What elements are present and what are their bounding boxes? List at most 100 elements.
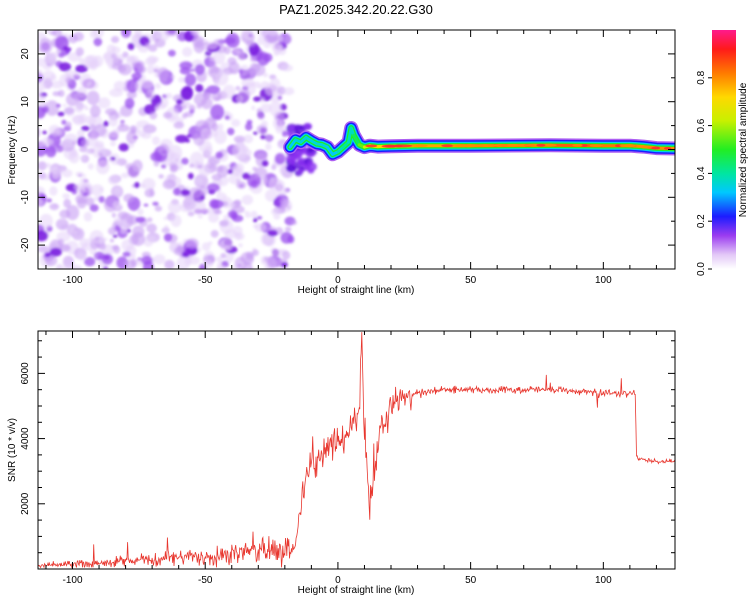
noise-blob: [158, 143, 170, 156]
noise-blob: [237, 261, 245, 269]
noise-blob: [215, 256, 223, 262]
noise-blob: [206, 162, 211, 166]
noise-blob: [103, 120, 109, 127]
noise-blob: [146, 89, 156, 100]
spectrogram-ytick-label: -20: [20, 237, 31, 252]
noise-blob: [75, 64, 88, 73]
noise-blob: [61, 119, 67, 125]
noise-blob: [93, 124, 107, 137]
ridge-hotspot: [572, 144, 583, 147]
colorbar-tick-label: 0.4: [696, 166, 707, 180]
snr-plot-area: [38, 331, 675, 569]
noise-blob: [307, 161, 312, 165]
noise-blob: [233, 169, 245, 177]
noise-blob: [48, 52, 57, 61]
noise-blob: [55, 218, 69, 230]
noise-blob: [233, 135, 246, 143]
noise-blob: [173, 187, 181, 196]
noise-blob: [188, 187, 202, 200]
noise-blob: [282, 250, 291, 260]
noise-blob: [273, 213, 281, 220]
noise-blob: [236, 95, 243, 103]
noise-blob: [46, 63, 51, 67]
noise-blob: [113, 187, 122, 194]
noise-blob: [132, 77, 140, 82]
noise-blob: [303, 122, 313, 130]
noise-blob: [264, 34, 276, 44]
noise-blob: [41, 106, 50, 113]
noise-blob: [189, 104, 196, 112]
noise-blob: [255, 151, 268, 160]
ridge-hotspot: [507, 144, 520, 147]
noise-blob: [58, 62, 72, 72]
noise-blob: [224, 229, 238, 239]
noise-blob: [184, 73, 197, 87]
noise-blob: [241, 172, 251, 180]
noise-blob: [187, 172, 194, 180]
noise-blob: [49, 247, 62, 257]
noise-blob: [279, 167, 285, 174]
noise-blob: [261, 160, 269, 167]
noise-blob: [187, 211, 195, 217]
noise-blob: [219, 238, 234, 251]
noise-blob: [278, 143, 284, 148]
noise-blob: [107, 157, 113, 162]
noise-blob: [49, 186, 58, 196]
noise-blob: [280, 262, 288, 268]
noise-blob: [163, 216, 168, 220]
colorbar-tick-label: 0.8: [696, 70, 707, 84]
noise-blob: [256, 215, 263, 220]
noise-blob: [107, 175, 120, 185]
noise-blob: [78, 57, 85, 65]
noise-blob: [82, 174, 87, 177]
noise-blob: [209, 61, 217, 68]
colorbar-tick-label: 0.6: [696, 118, 707, 132]
noise-blob: [250, 180, 258, 188]
noise-blob: [164, 259, 175, 269]
noise-blob: [144, 42, 151, 49]
noise-blob: [222, 84, 236, 100]
noise-blob: [111, 36, 120, 43]
noise-blob: [277, 125, 287, 131]
noise-blob: [200, 128, 213, 141]
noise-blob: [210, 104, 225, 120]
noise-blob: [252, 166, 258, 171]
colorbar: 0.0 0.2 0.4 0.6 0.8 Normalized spectral ampl…: [696, 30, 749, 276]
noise-blob: [147, 55, 157, 64]
noise-blob: [130, 258, 138, 267]
noise-blob: [127, 142, 135, 148]
noise-blob: [181, 104, 187, 110]
noise-blob: [56, 103, 61, 108]
noise-blob: [235, 232, 245, 240]
colorbar-label: Normalized spectral amplitude: [738, 82, 749, 217]
noise-blob: [266, 30, 278, 36]
noise-blob: [287, 235, 295, 244]
noise-blob: [110, 140, 116, 147]
noise-blob: [169, 152, 181, 164]
noise-blob: [89, 104, 101, 118]
noise-blob: [245, 251, 255, 258]
noise-blob: [305, 162, 317, 172]
noise-blob: [245, 70, 255, 80]
noise-blob: [250, 210, 258, 219]
noise-blob: [45, 255, 58, 267]
noise-blob: [238, 243, 243, 248]
noise-blob: [224, 37, 236, 45]
noise-blob: [75, 73, 80, 78]
noise-blob: [216, 265, 226, 269]
noise-blob: [112, 234, 118, 238]
noise-blob: [137, 208, 144, 216]
noise-blob: [227, 210, 238, 219]
noise-blob: [220, 253, 227, 259]
noise-blob: [98, 97, 111, 109]
noise-blob: [147, 217, 153, 223]
noise-blob: [89, 230, 104, 244]
noise-blob: [66, 205, 80, 221]
noise-blob: [65, 69, 77, 78]
noise-blob: [263, 41, 272, 49]
noise-blob: [55, 264, 65, 269]
noise-blob: [204, 145, 213, 156]
noise-blob: [123, 193, 135, 203]
colorbar-gradient: [712, 30, 736, 269]
